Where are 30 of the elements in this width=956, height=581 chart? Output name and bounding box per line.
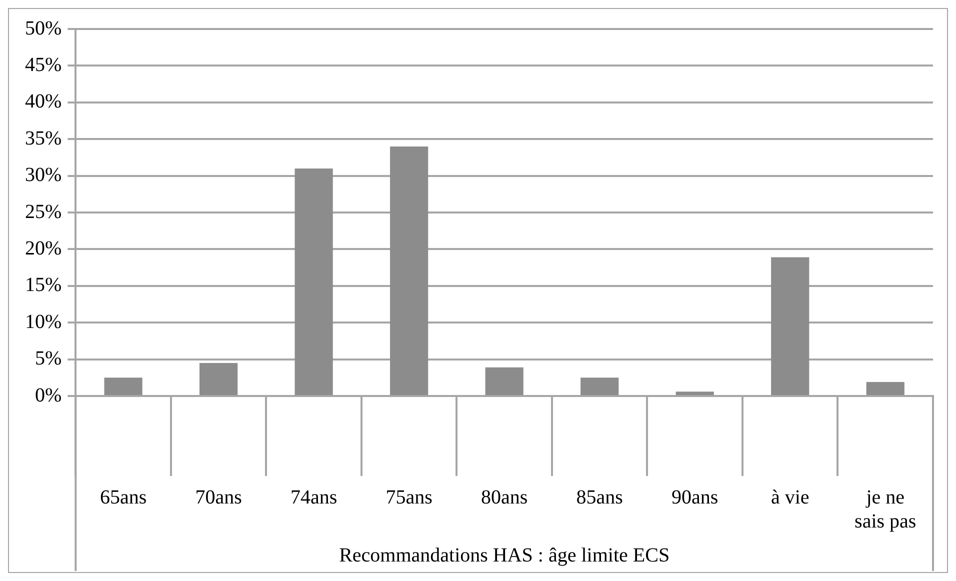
bar [390, 146, 428, 395]
y-tick-label: 10% [24, 310, 62, 333]
y-tick-label: 0% [34, 384, 62, 406]
x-tick-label: 65ans [100, 486, 147, 508]
y-tick-label: 30% [24, 164, 62, 186]
y-tick-label: 35% [24, 127, 62, 150]
x-axis-title: Recommandations HAS : âge limite ECS [339, 544, 670, 566]
x-tick-label: 80ans [480, 486, 528, 508]
y-tick-label: 25% [24, 200, 62, 223]
bar [676, 392, 714, 395]
bar [294, 168, 333, 395]
x-tick-label: 74ans [290, 486, 338, 508]
x-tick-label: 70ans [195, 486, 242, 508]
bar [580, 378, 619, 395]
y-tick-label: 40% [24, 90, 62, 113]
bar [771, 257, 810, 395]
y-tick-label: 45% [24, 54, 62, 76]
y-tick-label: 20% [24, 237, 62, 260]
bar [104, 378, 142, 395]
x-tick-label: 90ans [672, 486, 718, 508]
x-tick-label: à vie [770, 486, 810, 508]
x-tick-label: 85ans [576, 486, 624, 508]
y-tick-label: 50% [24, 17, 62, 40]
bar [485, 367, 524, 395]
y-tick-label: 5% [34, 348, 62, 370]
bar [200, 362, 238, 395]
y-tick-label: 15% [24, 274, 62, 296]
x-tick-label: je ne sais pas [854, 486, 916, 532]
bar [866, 382, 904, 395]
x-tick-label: 75ans [386, 486, 433, 508]
